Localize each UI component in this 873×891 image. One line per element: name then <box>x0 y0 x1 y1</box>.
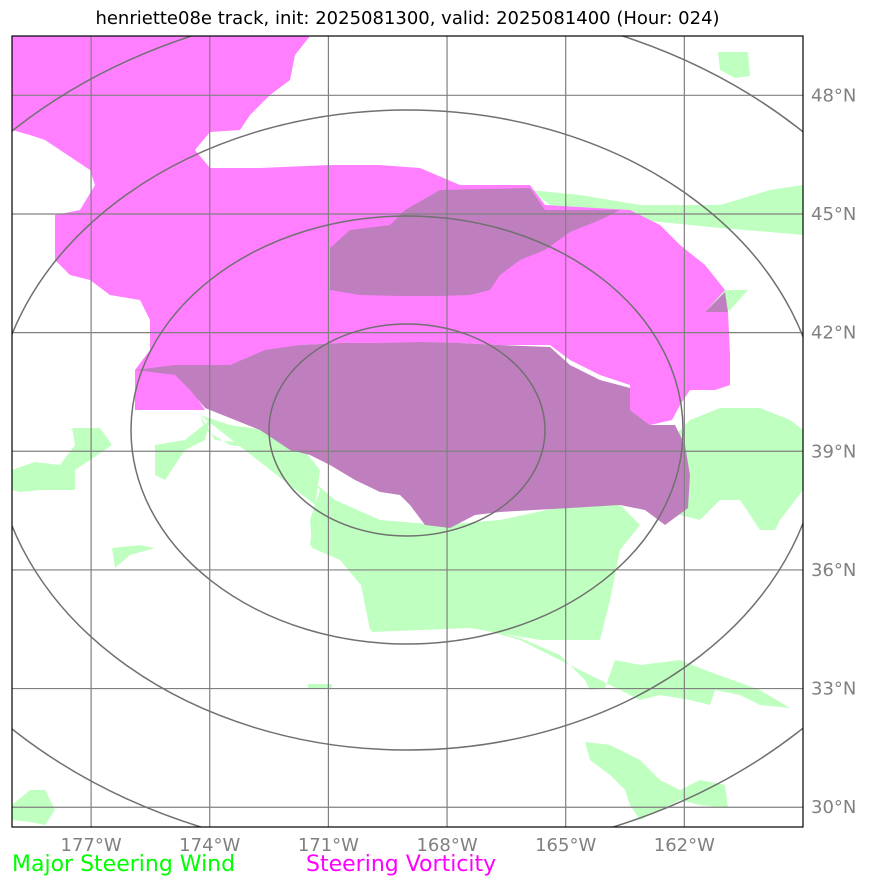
longitude-tick-label: 177°W <box>61 835 122 856</box>
graticule <box>12 36 803 827</box>
latitude-tick-label: 30°N <box>811 797 856 818</box>
range-rings <box>12 36 803 827</box>
map-title: henriette08e track, init: 2025081300, va… <box>95 8 720 29</box>
range-ring <box>12 109 803 751</box>
latitude-tick-label: 33°N <box>811 679 856 700</box>
longitude-tick-label: 171°W <box>298 835 359 856</box>
range-ring <box>130 215 684 645</box>
latitude-tick-label: 42°N <box>811 323 856 344</box>
longitude-tick-label: 174°W <box>179 835 240 856</box>
overlap-regions <box>135 188 728 528</box>
legend-steering-vorticity: Steering Vorticity <box>306 852 497 877</box>
latitude-tick-label: 39°N <box>811 441 856 462</box>
latitude-ticks: 48°N 45°N 42°N 39°N 36°N 33°N 30°N <box>811 85 856 818</box>
longitude-tick-label: 168°W <box>416 835 477 856</box>
range-ring <box>268 323 546 537</box>
latitude-tick-label: 45°N <box>811 204 856 225</box>
longitude-tick-label: 162°W <box>654 835 715 856</box>
steering-wind-regions <box>12 52 803 825</box>
longitude-ticks: 177°W 174°W 171°W 168°W 165°W 162°W <box>61 835 716 856</box>
latitude-tick-label: 48°N <box>811 85 856 106</box>
legend-steering-wind: Major Steering Wind <box>12 852 236 877</box>
latitude-tick-label: 36°N <box>811 560 856 581</box>
longitude-tick-label: 165°W <box>535 835 596 856</box>
map-frame <box>11 35 804 828</box>
